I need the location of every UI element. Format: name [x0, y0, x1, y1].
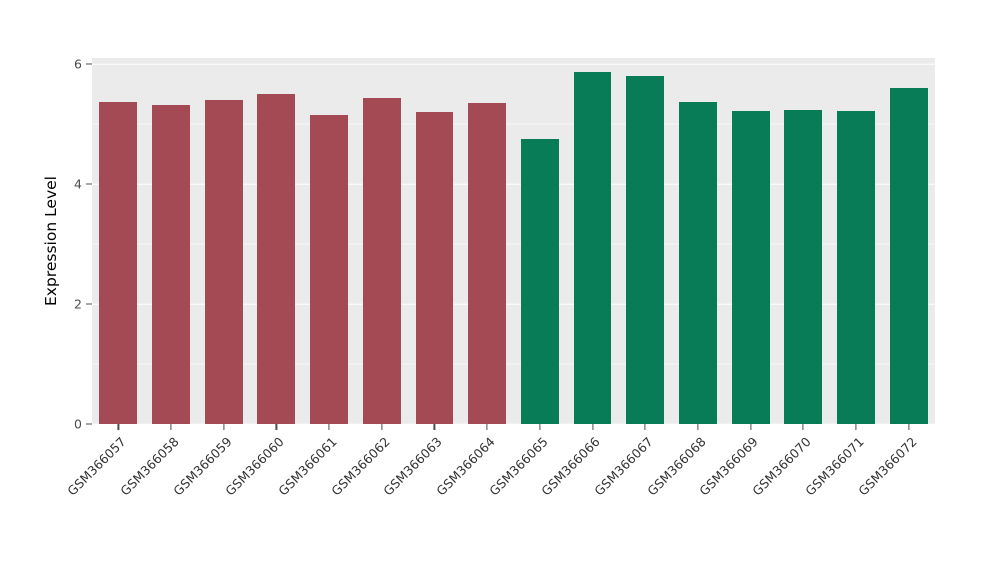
x-tick-mark [275, 424, 277, 430]
x-tick-mark [381, 424, 383, 430]
bar-GSM366063 [415, 112, 454, 424]
x-tick-mark [750, 424, 752, 430]
bar-GSM366070 [784, 110, 823, 424]
bar-GSM366062 [362, 98, 401, 424]
bar-GSM366057 [99, 101, 138, 424]
bar-GSM366058 [152, 104, 190, 424]
y-tick-label: 0 [74, 416, 82, 432]
major-gridline [92, 183, 935, 185]
x-tick-mark [644, 424, 646, 430]
major-gridline [92, 423, 935, 425]
minor-gridline [92, 123, 935, 125]
major-gridline [92, 303, 935, 305]
y-tick-label: 2 [74, 296, 82, 312]
major-gridline [92, 63, 935, 65]
x-tick-mark [539, 424, 541, 430]
x-tick-mark [908, 424, 910, 430]
y-tick-mark [86, 63, 92, 65]
y-tick: 4 [74, 177, 92, 192]
x-tick-mark [223, 424, 225, 430]
bar-GSM366066 [573, 71, 612, 424]
y-tick: 2 [74, 297, 92, 312]
x-tick-mark [117, 424, 119, 430]
bar-GSM366064 [468, 103, 507, 424]
bar-GSM366068 [678, 101, 717, 424]
y-tick-mark [86, 183, 92, 185]
x-tick-mark [486, 424, 488, 430]
bar-GSM366059 [204, 100, 243, 424]
y-tick: 6 [74, 57, 92, 72]
y-tick-mark [86, 303, 92, 305]
bar-GSM366061 [310, 115, 349, 424]
x-tick-mark [855, 424, 857, 430]
x-axis: GSM366057 GSM366058 GSM366059 GSM366060 GSM3… [65, 424, 935, 574]
bar-GSM366069 [731, 110, 770, 424]
minor-gridline [92, 243, 935, 245]
minor-gridline [92, 363, 935, 365]
y-axis: 0 2 4 6 [0, 57, 92, 432]
x-tick-mark [802, 424, 804, 430]
x-tick-mark [433, 424, 436, 430]
x-tick-mark [170, 424, 172, 430]
bar-GSM366067 [626, 76, 665, 424]
y-tick-label: 4 [74, 176, 82, 192]
y-tick-label: 6 [74, 56, 82, 72]
x-tick-mark [697, 424, 699, 430]
y-tick: 0 [74, 417, 92, 432]
x-tick-mark [328, 424, 330, 430]
bar-GSM366072 [889, 88, 928, 424]
x-tick-mark [591, 424, 594, 430]
plot-panel [92, 58, 935, 425]
bar-GSM366060 [257, 94, 296, 424]
bar-GSM366071 [837, 110, 875, 424]
y-tick-mark [86, 423, 92, 425]
bar-GSM366065 [520, 139, 559, 424]
